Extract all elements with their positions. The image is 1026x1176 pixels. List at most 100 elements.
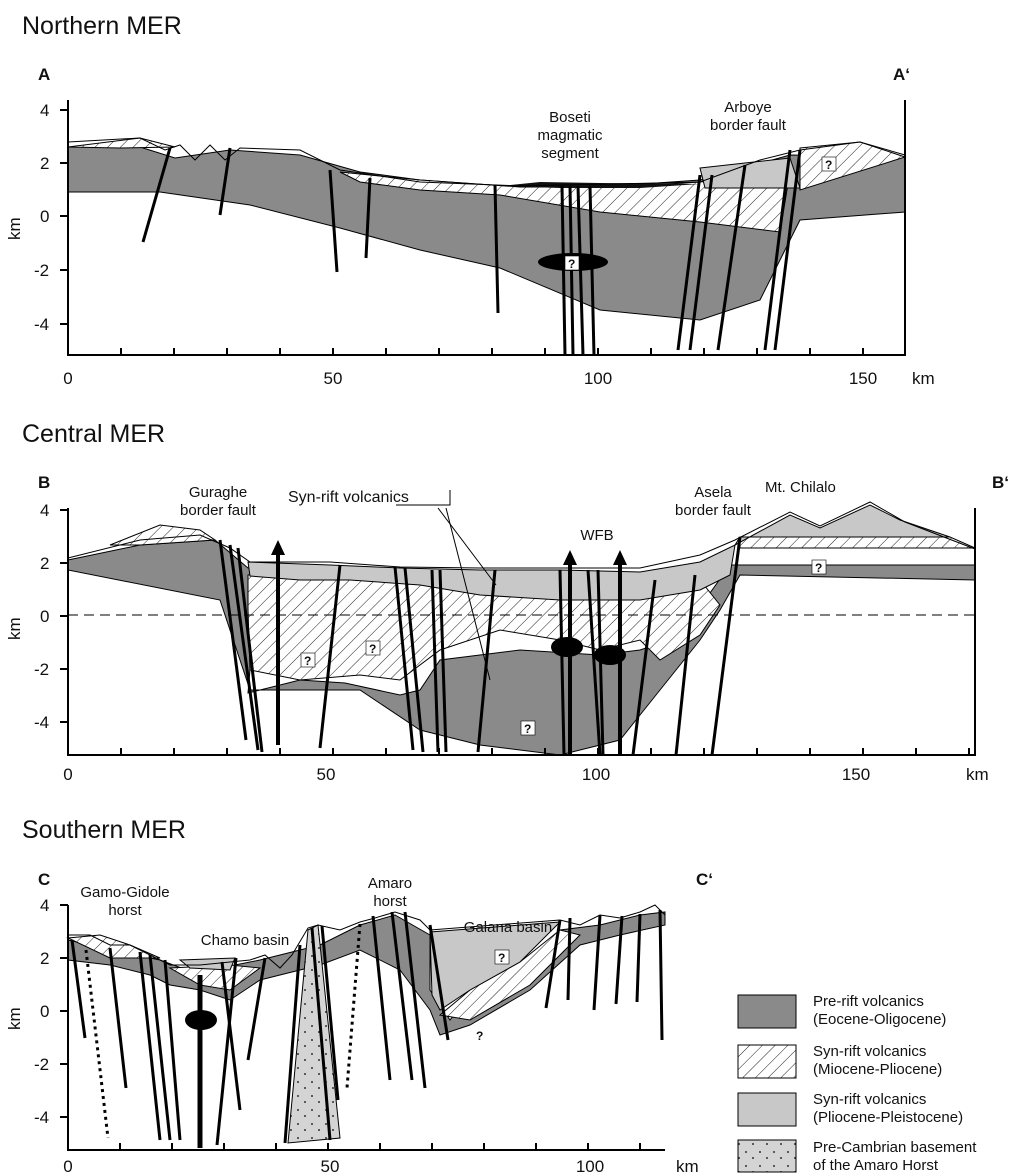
magma-chamber (551, 637, 583, 657)
synrift-miocene-layer (66, 934, 161, 959)
section-start-label: C (38, 870, 50, 889)
synrift-miocene-layer (739, 536, 976, 549)
y-tick-label: 4 (40, 501, 49, 520)
section-end-label: C‘ (696, 870, 713, 889)
amaro-horst-label: horst (373, 893, 407, 910)
gamo-gidole-label: Gamo-Gidole (80, 884, 169, 901)
x-unit-label: km (966, 765, 989, 784)
legend-swatch-basement (737, 1139, 797, 1173)
panel-northern: Northern MER A A‘ (5, 12, 935, 388)
magma-chamber (594, 645, 626, 665)
boseti-label: magmatic (537, 127, 603, 144)
asela-label: border fault (675, 502, 752, 519)
gamo-gidole-label: horst (108, 902, 142, 919)
x-axis-ticks (67, 348, 864, 355)
arboye-label: border fault (710, 117, 787, 134)
y-tick-label: 2 (40, 949, 49, 968)
legend-label: Syn-rift volcanics (813, 1043, 926, 1060)
y-tick-label: 0 (40, 607, 49, 626)
x-unit-label: km (676, 1157, 699, 1176)
question-mark: ? (498, 951, 505, 965)
panel-southern: Southern MER C C‘ (5, 816, 713, 1176)
dike-arrows (271, 540, 627, 755)
magma-chamber (185, 1010, 217, 1030)
galana-basin-label: Galana basin (464, 919, 552, 936)
section-end-label: A‘ (893, 65, 910, 84)
x-tick-label: 100 (584, 369, 612, 388)
y-tick-label: 4 (40, 896, 49, 915)
amaro-horst-label: Amaro (368, 875, 412, 892)
guraghe-label: border fault (180, 502, 257, 519)
synrift-miocene-layer (109, 524, 217, 546)
x-tick-label: 50 (321, 1157, 340, 1176)
y-tick-label: -2 (34, 261, 49, 280)
question-mark: ? (568, 257, 575, 271)
asela-label: Asela (694, 484, 732, 501)
y-tick-label: -4 (34, 315, 49, 334)
x-tick-label: 0 (63, 369, 72, 388)
legend-label: Pre-Cambrian basement (813, 1139, 977, 1156)
topography-line (67, 137, 906, 187)
y-axis-label: km (5, 1007, 24, 1030)
legend-label: (Eocene-Oligocene) (813, 1011, 946, 1028)
question-mark: ? (825, 158, 832, 172)
x-tick-label: 50 (317, 765, 336, 784)
inferred-fault (84, 949, 110, 1139)
x-tick-label: 100 (576, 1157, 604, 1176)
y-axis-label: km (5, 617, 24, 640)
section-end-label: B‘ (992, 473, 1009, 492)
synrift-pliocene-layer (699, 157, 801, 189)
topography-line (68, 904, 666, 969)
y-tick-label: -4 (34, 713, 49, 732)
x-axis-ticks (67, 1143, 641, 1150)
panel-central: Central MER B B‘ (5, 420, 1009, 784)
x-tick-label: 50 (324, 369, 343, 388)
question-mark: ? (815, 561, 822, 575)
fault-lines (218, 536, 742, 756)
legend-label: Pre-rift volcanics (813, 993, 924, 1010)
frame (67, 100, 906, 356)
arboye-label: Arboye (724, 99, 772, 116)
legend-label: of the Amaro Horst (813, 1157, 939, 1174)
legend-label: (Pliocene-Pleistocene) (813, 1109, 963, 1126)
legend-label: Syn-rift volcanics (813, 1091, 926, 1108)
y-tick-label: 4 (40, 101, 49, 120)
x-tick-label: 150 (849, 369, 877, 388)
panel-title: Northern MER (22, 12, 182, 40)
section-start-label: B (38, 473, 50, 492)
boseti-label: Boseti (549, 109, 591, 126)
syn-rift-callout: Syn-rift volcanics (288, 489, 409, 506)
synrift-pliocene-layer (247, 544, 736, 601)
wfb-label: WFB (580, 527, 613, 544)
legend-label: (Miocene-Pliocene) (813, 1061, 942, 1078)
question-mark: ? (524, 722, 531, 736)
y-axis-label: km (5, 217, 24, 240)
question-mark: ? (476, 1029, 483, 1043)
y-tick-label: -2 (34, 1055, 49, 1074)
chilalo-label: Mt. Chilalo (765, 479, 836, 496)
chamo-basin-label: Chamo basin (201, 932, 289, 949)
question-mark: ? (304, 654, 311, 668)
y-tick-label: 2 (40, 154, 49, 173)
y-axis (60, 109, 68, 325)
legend-swatch-synrift-pliocene (737, 1092, 797, 1127)
mt-chilalo (733, 504, 951, 547)
y-tick-label: -2 (34, 660, 49, 679)
x-tick-label: 150 (842, 765, 870, 784)
x-tick-label: 0 (63, 765, 72, 784)
callout-line (396, 490, 451, 506)
boseti-label: segment (541, 145, 599, 162)
x-unit-label: km (912, 369, 935, 388)
y-tick-label: -4 (34, 1108, 49, 1127)
legend-swatch-prerift (737, 994, 797, 1029)
x-tick-label: 100 (582, 765, 610, 784)
y-tick-label: 2 (40, 554, 49, 573)
legend: Pre-rift volcanics (Eocene-Oligocene) Sy… (737, 993, 977, 1174)
question-mark: ? (369, 642, 376, 656)
legend-swatch-synrift-miocene (737, 1044, 797, 1079)
frame (67, 508, 976, 756)
panel-title: Southern MER (22, 816, 186, 844)
y-tick-label: 0 (40, 1002, 49, 1021)
section-start-label: A (38, 65, 50, 84)
